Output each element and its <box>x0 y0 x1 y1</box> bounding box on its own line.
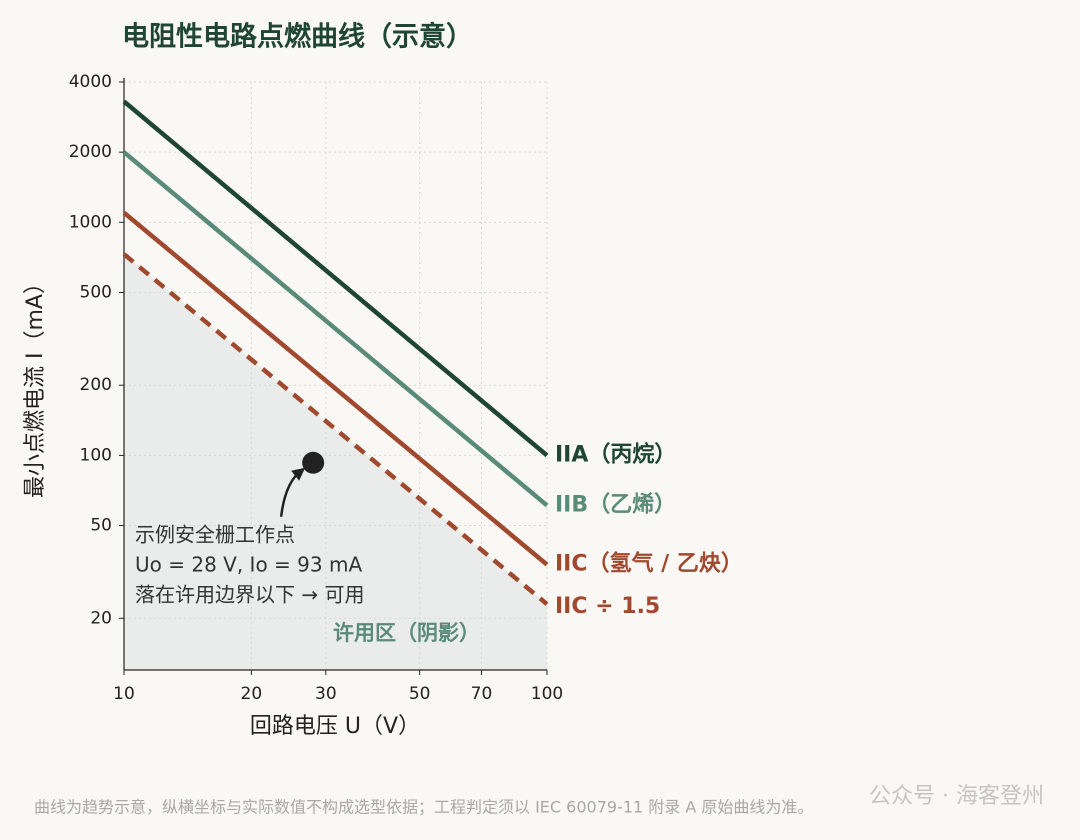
series-line <box>122 252 549 606</box>
series-label: IIA（丙烷） <box>555 441 676 467</box>
y-tick-label: 50 <box>90 516 112 536</box>
x-tick-label: 70 <box>471 684 493 704</box>
y-tick-label: 1000 <box>69 212 112 232</box>
footnote: 曲线为趋势示意，纵横坐标与实际数值不构成选型依据；工程判定须以 IEC 6007… <box>34 798 813 817</box>
allowed-region <box>124 254 547 671</box>
series-line <box>122 150 549 508</box>
series-label: IIB（乙烯） <box>555 491 676 517</box>
y-tick-label: 20 <box>90 608 112 628</box>
x-tick-label: 10 <box>113 684 135 704</box>
x-tick-label: 50 <box>409 684 431 704</box>
y-tick-label: 100 <box>80 445 112 465</box>
annotation-text: Uo = 28 V, Io = 93 mA <box>135 553 362 577</box>
y-axis-label: 最小点燃电流 I（mA） <box>23 272 48 498</box>
y-tick-label: 2000 <box>69 142 112 162</box>
series-label: IIC（氢气 / 乙炔） <box>555 551 743 577</box>
annotation-text: 落在许用边界以下 → 可用 <box>135 583 364 607</box>
series-line <box>122 210 549 567</box>
annotation-text: 示例安全栅工作点 <box>135 523 295 547</box>
region-label: 许用区（阴影） <box>333 621 480 645</box>
chart-title: 电阻性电路点燃曲线（示意） <box>122 21 473 53</box>
x-tick-label: 20 <box>241 684 263 704</box>
watermark: 公众号 · 海客登州 <box>869 784 1044 809</box>
y-tick-label: 500 <box>80 282 112 302</box>
x-axis-label: 回路电压 U（V） <box>250 714 420 739</box>
operating-point <box>302 451 325 474</box>
series-line <box>122 99 549 458</box>
x-tick-label: 30 <box>315 684 337 704</box>
y-tick-label: 200 <box>80 375 112 395</box>
x-tick-label: 100 <box>531 684 563 704</box>
arrow-head <box>291 467 306 481</box>
y-tick-label: 4000 <box>69 72 112 92</box>
series-label: IIC ÷ 1.5 <box>555 594 660 619</box>
